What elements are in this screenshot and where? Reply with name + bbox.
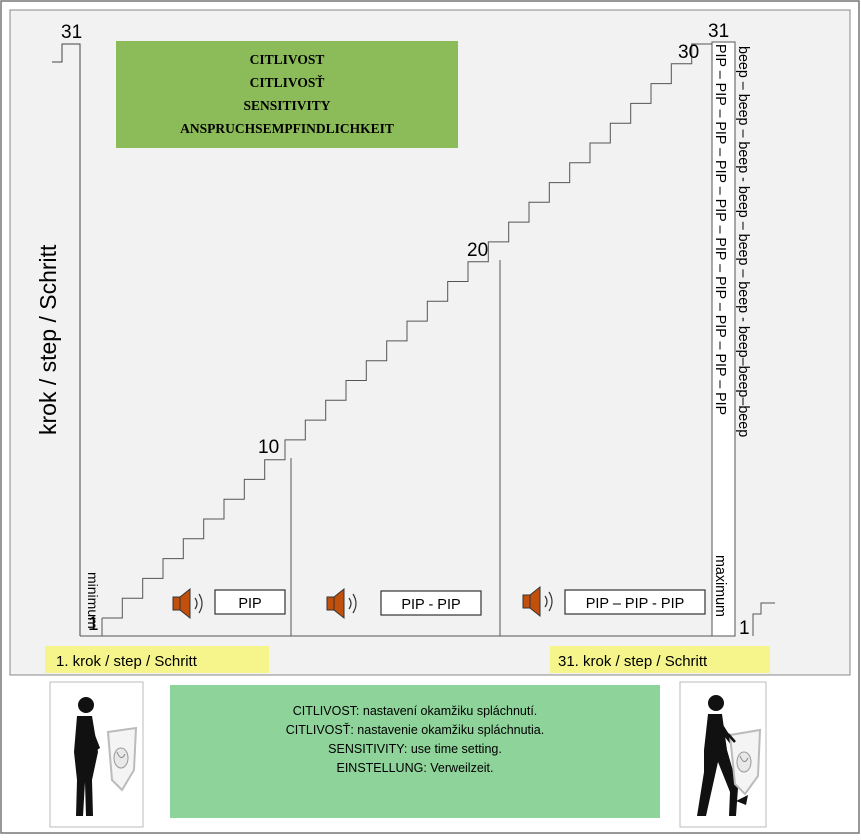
- minimum-label: minimum: [85, 572, 101, 629]
- description-line-4: EINSTELLUNG: Verweilzeit.: [337, 761, 494, 775]
- sound-label-box-3: [564, 589, 706, 615]
- description-line-2: CITLIVOSŤ: nastavenie okamžiku spláchnut…: [286, 722, 544, 737]
- standing-person-urinal-icon: [74, 697, 138, 816]
- title-line-3: SENSITIVITY: [243, 98, 330, 113]
- right-bottom-value: 1: [739, 618, 750, 639]
- axis-vertical-label: krok / step / Schritt: [35, 244, 61, 435]
- description-bg: [170, 685, 660, 818]
- sound-zone-3: PIP – PIP - PIP: [522, 585, 706, 618]
- pip-column-box: [711, 41, 736, 637]
- speaker-icon: [172, 587, 203, 620]
- speaker-icon: [522, 585, 553, 618]
- sound-label-box-2: [380, 590, 482, 616]
- stair-marker-10: 10: [258, 437, 279, 458]
- staircase: 1 10 20 30: [88, 42, 712, 636]
- walking-person-urinal-flush-icon: [697, 695, 762, 816]
- description-box: CITLIVOST: nastavení okamžiku spláchnutí…: [170, 685, 660, 818]
- axis-top-step: [52, 43, 81, 636]
- sound-label-1: PIP: [238, 596, 261, 612]
- left-figure-panel: [49, 681, 144, 828]
- right-column: 31 PIP – PIP – PIP – PIP – PIP – PIP – P…: [708, 21, 775, 639]
- title-box-bg: [116, 41, 458, 148]
- stair-marker-20: 20: [467, 240, 488, 261]
- footer-left-bg: [45, 646, 269, 673]
- footer-left-label: 1. krok / step / Schritt: [56, 653, 198, 670]
- staircase-line: [102, 43, 712, 619]
- stair-marker-30: 30: [678, 42, 699, 63]
- sound-label-box-1: [214, 589, 286, 615]
- description-line-3: SENSITIVITY: use time setting.: [328, 742, 502, 756]
- left-axis: 31 krok / step / Schritt minimum: [35, 22, 101, 636]
- sound-label-3: PIP – PIP - PIP: [586, 596, 685, 612]
- title-line-2: CITLIVOSŤ: [250, 75, 325, 90]
- maximum-label: maximum: [712, 555, 728, 617]
- speaker-icon: [326, 587, 357, 620]
- right-bottom-step: [752, 602, 775, 636]
- vertical-beep-text: beep – beep – beep - beep – beep – beep …: [735, 46, 751, 437]
- vertical-pip-text: PIP – PIP – PIP – PIP – PIP – PIP – PIP …: [712, 44, 728, 415]
- sound-label-2: PIP - PIP: [401, 597, 460, 613]
- title-box: CITLIVOST CITLIVOSŤ SENSITIVITY ANSPRUCH…: [116, 41, 458, 148]
- footer-right-label: 31. krok / step / Schritt: [558, 653, 708, 670]
- right-figure-panel: [679, 681, 767, 828]
- sound-zone-1: PIP: [172, 587, 286, 620]
- stair-start-value: 1: [88, 614, 99, 635]
- description-line-1: CITLIVOST: nastavení okamžiku spláchnutí…: [293, 704, 538, 718]
- title-line-1: CITLIVOST: [250, 52, 325, 67]
- sound-zone-2: PIP - PIP: [326, 587, 482, 620]
- right-top-value: 31: [708, 21, 729, 42]
- footer-right-bg: [550, 646, 770, 673]
- title-line-4: ANSPRUCHSEMPFINDLICHKEIT: [180, 121, 394, 136]
- axis-top-value: 31: [61, 22, 82, 43]
